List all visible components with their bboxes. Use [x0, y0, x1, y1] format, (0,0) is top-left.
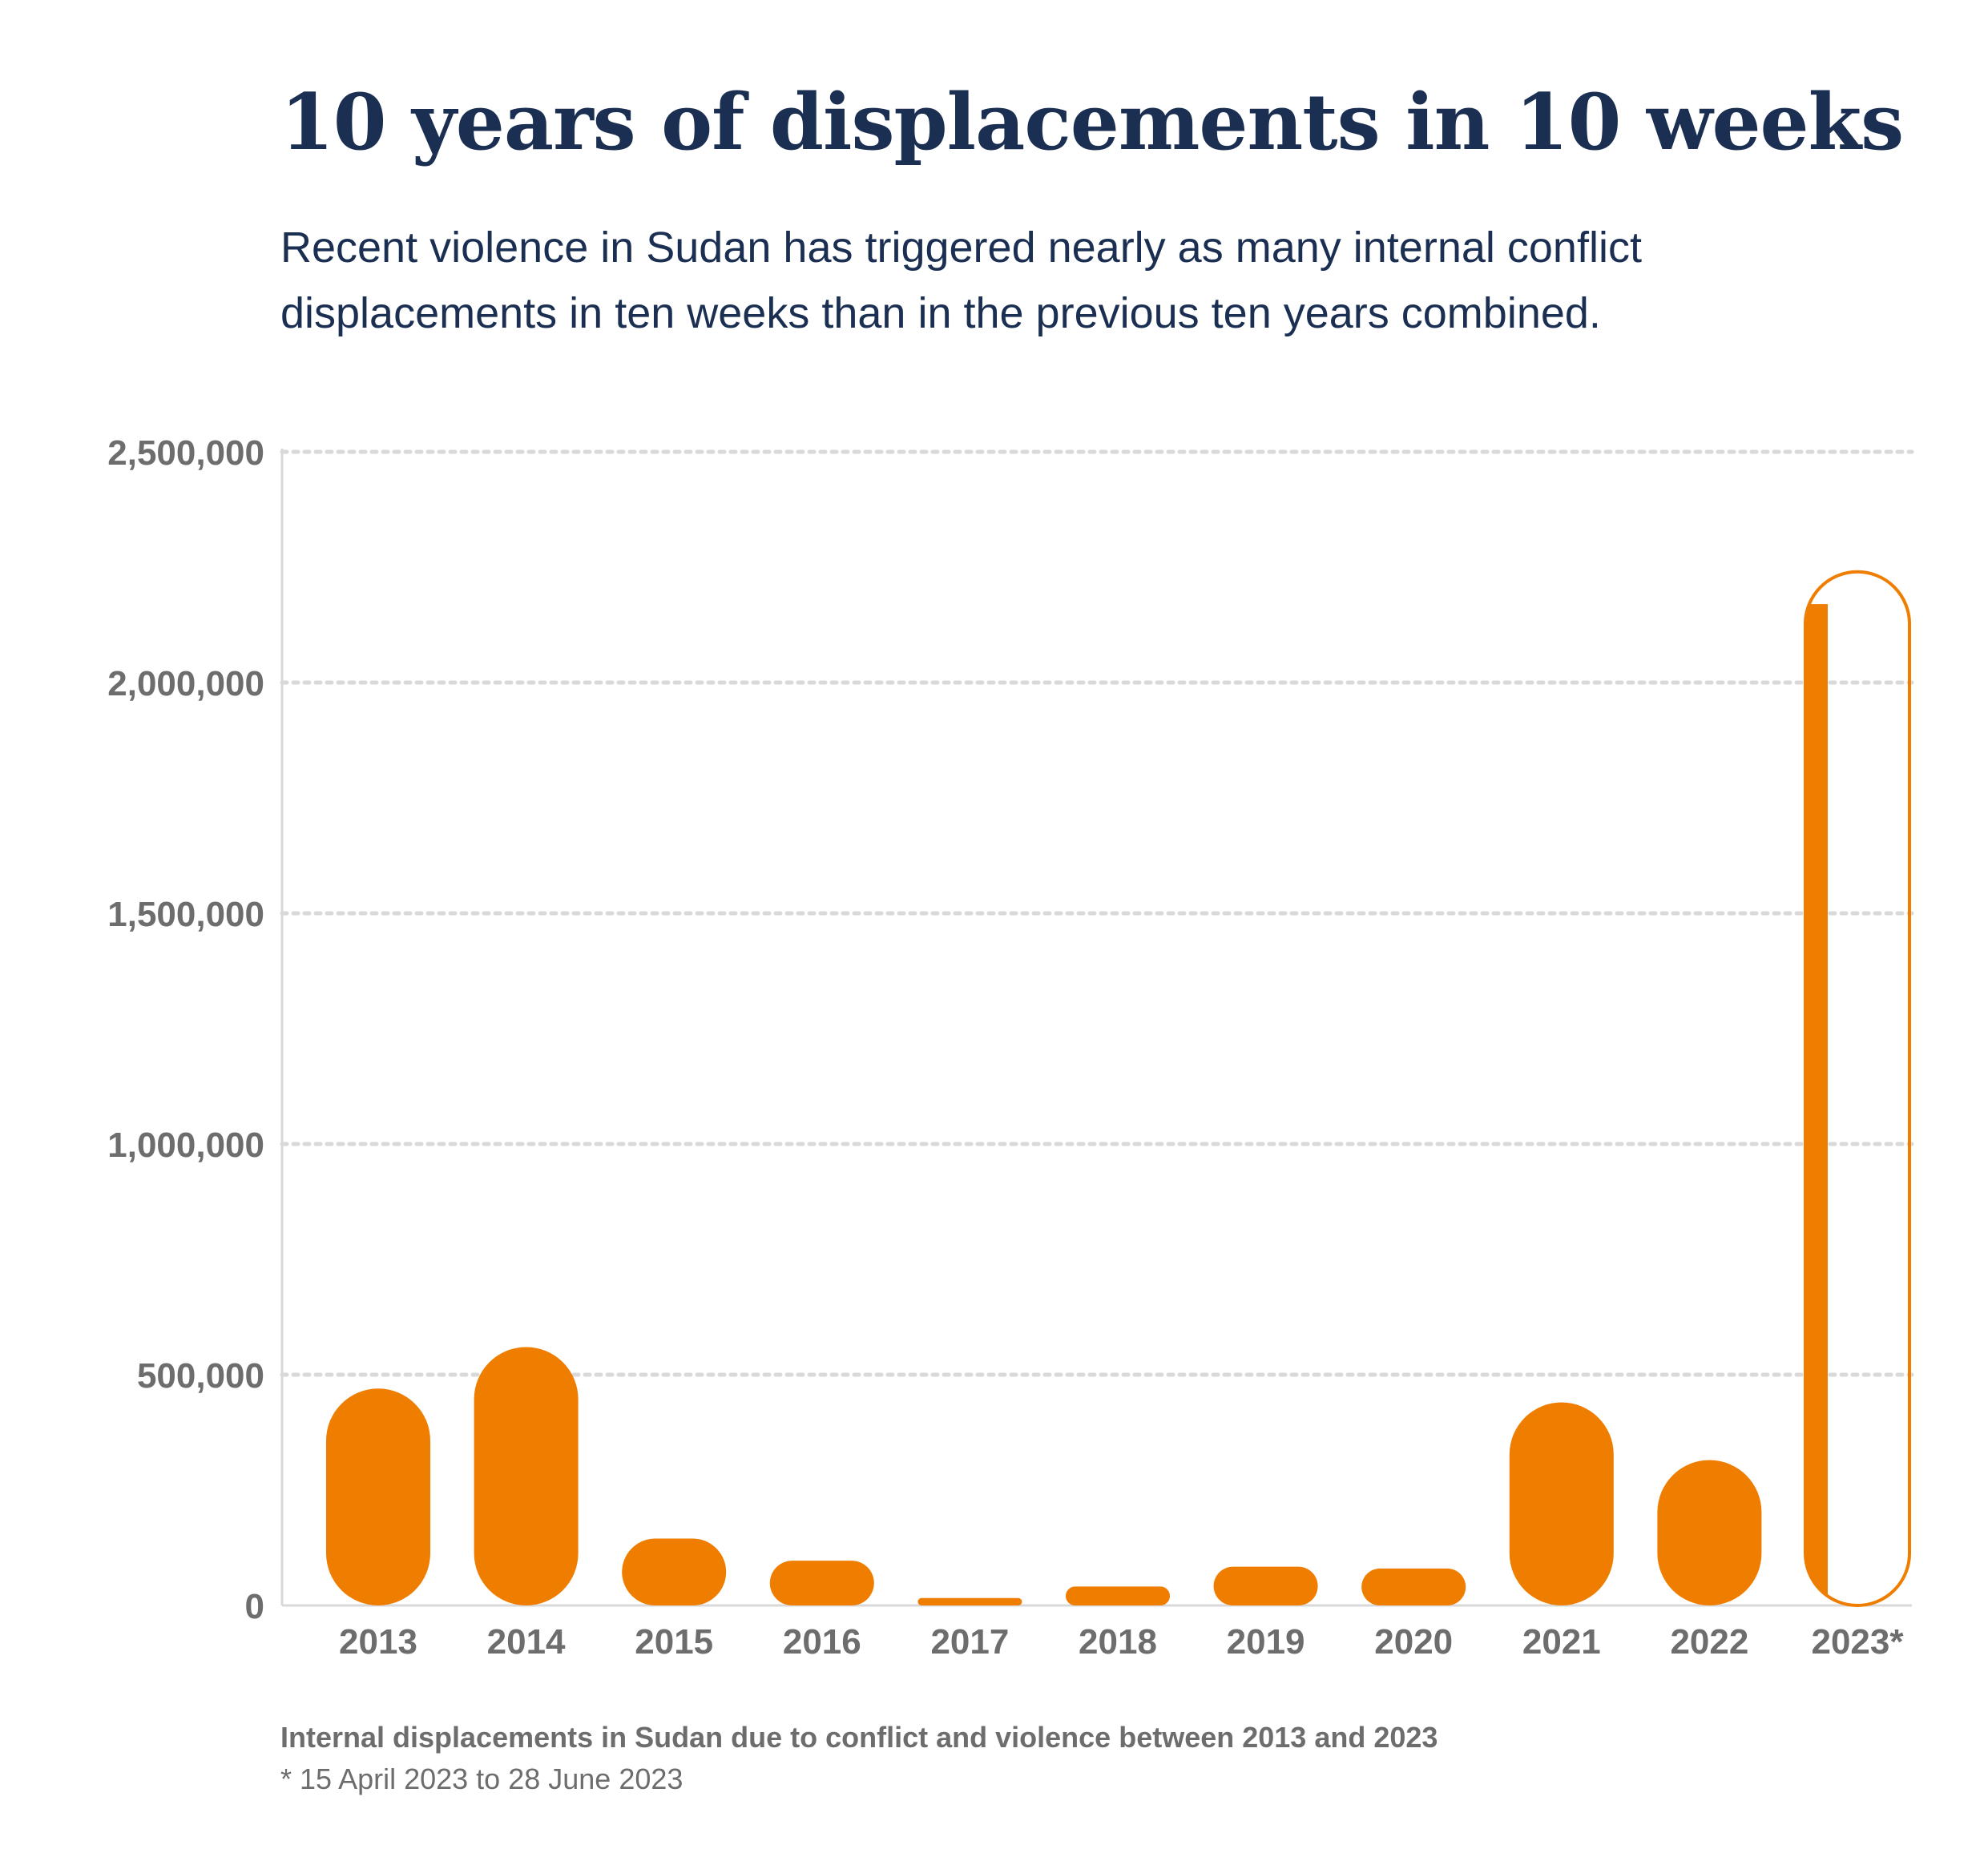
- bar-2022: [1657, 1460, 1762, 1605]
- x-tick-label: 2016: [783, 1622, 861, 1662]
- x-tick-label: 2022: [1670, 1622, 1748, 1662]
- x-tick-label: 2021: [1522, 1622, 1601, 1662]
- x-tick-label: 2017: [930, 1622, 1009, 1662]
- y-tick-label: 500,000: [137, 1356, 264, 1396]
- y-tick-label: 2,000,000: [107, 664, 264, 703]
- x-tick-label: 2020: [1374, 1622, 1453, 1662]
- bar-2021: [1509, 1402, 1614, 1605]
- bar-2023-filled-portion: [1805, 604, 1828, 1605]
- x-tick-label: 2018: [1079, 1622, 1157, 1662]
- y-tick-label: 1,500,000: [107, 895, 264, 934]
- x-tick-label: 2019: [1227, 1622, 1305, 1662]
- x-tick-label: 2023*: [1811, 1622, 1904, 1662]
- bar-2018: [1066, 1586, 1170, 1605]
- bar-2019: [1213, 1566, 1318, 1605]
- chart-subtitle: Recent violence in Sudan has triggered n…: [280, 224, 1642, 337]
- chart-caption: Internal displacements in Sudan due to c…: [280, 1721, 1438, 1754]
- bar-2013: [326, 1388, 430, 1605]
- y-tick-label: 1,000,000: [107, 1126, 264, 1165]
- bar-2023*-outline: [1804, 570, 1911, 1607]
- bar-2020: [1361, 1568, 1466, 1605]
- x-tick-label: 2013: [339, 1622, 417, 1662]
- bar-2014: [474, 1347, 579, 1605]
- y-tick-label: 2,500,000: [107, 433, 264, 473]
- x-tick-label: 2014: [487, 1622, 566, 1662]
- chart-title: 10 years of displacements in 10 weeks: [280, 77, 1904, 167]
- chart-footnote: * 15 April 2023 to 28 June 2023: [280, 1762, 684, 1795]
- y-tick-label: 0: [245, 1587, 264, 1626]
- bar-2015: [622, 1538, 727, 1605]
- x-tick-label: 2015: [635, 1622, 713, 1662]
- bar-2017: [917, 1597, 1022, 1605]
- bar-2016: [769, 1561, 874, 1605]
